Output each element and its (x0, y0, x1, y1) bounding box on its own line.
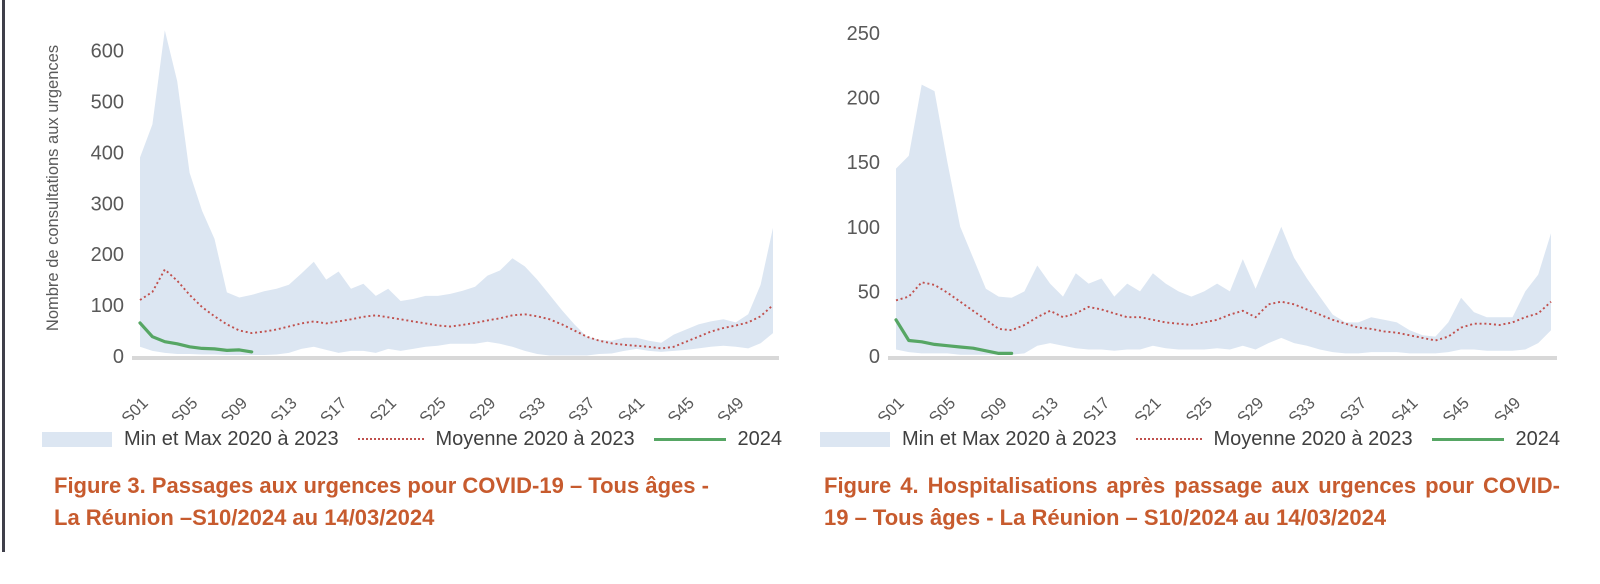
figure3-chart: 0 100 200 300 400 500 600 S01 S05 S09 S13 S17 S21 S25… (44, 30, 779, 420)
legend-item-minmax: Min et Max 2020 à 2023 (42, 428, 339, 451)
x-tick-label: S49 (1491, 394, 1524, 420)
x-tick-label: S01 (874, 394, 907, 420)
x-tick-label: S41 (1388, 394, 1421, 420)
y-tick-label: 0 (113, 346, 124, 368)
figure4-chart: 0 50 100 150 200 250 S01 S05 S09 S13 S17 S21 S25 S29 S… (847, 23, 1557, 420)
minmax-band-area (896, 84, 1551, 355)
x-tick-label: S25 (416, 394, 449, 420)
x-tick-label: S21 (1131, 394, 1164, 420)
legend-item-moyenne: Moyenne 2020 à 2023 (1135, 427, 1413, 451)
x-tick-label: S45 (1439, 394, 1472, 420)
page-left-border (2, 0, 5, 552)
moyenne-dotted-line-sample (357, 438, 424, 440)
figure4-legend: Min et Max 2020 à 2023 Moyenne 2020 à 20… (820, 424, 1560, 454)
line-2024-sample (653, 437, 726, 441)
figures-row: 0 100 200 300 400 500 600 S01 S05 S09 S13 S17 S21 S25… (38, 0, 1568, 534)
x-tick-label: S33 (516, 394, 549, 420)
y-tick-label: 200 (91, 244, 124, 266)
x-tick-label: S37 (1337, 394, 1370, 420)
moyenne-dotted-line (895, 281, 1552, 342)
line-2024 (894, 318, 1014, 355)
legend-label-moyenne: Moyenne 2020 à 2023 (435, 427, 635, 450)
legend-label-moyenne: Moyenne 2020 à 2023 (1213, 427, 1413, 450)
y-tick-label: 600 (91, 41, 124, 63)
x-tick-label: S37 (565, 394, 598, 420)
legend-label-2024: 2024 (737, 427, 783, 450)
minmax-band-swatch (42, 431, 112, 447)
x-tick-label: S09 (977, 394, 1010, 420)
y-tick-label: 150 (847, 152, 880, 174)
y-tick-label: 50 (858, 281, 880, 303)
line-2024 (138, 321, 254, 354)
legend-item-moyenne: Moyenne 2020 à 2023 (357, 427, 635, 451)
x-tick-label: S41 (615, 394, 648, 420)
minmax-band-area (140, 30, 773, 356)
legend-item-2024: 2024 (653, 427, 783, 451)
line-2024-sample (1431, 437, 1504, 441)
y-tick-label: 200 (847, 88, 880, 110)
y-tick-label: 100 (91, 295, 124, 317)
legend-item-minmax: Min et Max 2020 à 2023 (820, 428, 1117, 451)
legend-label-minmax: Min et Max 2020 à 2023 (902, 427, 1117, 450)
x-tick-label: S49 (714, 394, 747, 420)
y-tick-label: 100 (847, 217, 880, 239)
figure3-block: 0 100 200 300 400 500 600 S01 S05 S09 S13 S17 S21 S25… (38, 0, 790, 534)
x-tick-label: S33 (1285, 394, 1318, 420)
y-axis-title: Nombre de consultations aux urgences (44, 45, 62, 331)
x-tick-label: S29 (1234, 394, 1267, 420)
y-tick-label: 300 (91, 193, 124, 215)
minmax-band-swatch (820, 431, 890, 447)
legend-label-minmax: Min et Max 2020 à 2023 (124, 427, 339, 450)
x-tick-label: S21 (367, 394, 400, 420)
y-tick-label: 500 (91, 91, 124, 113)
y-tick-label: 250 (847, 23, 880, 45)
x-tick-label: S17 (1080, 394, 1113, 420)
figure3-caption: Figure 3. Passages aux urgences pour COV… (54, 473, 709, 530)
legend-label-2024: 2024 (1515, 427, 1561, 450)
x-tick-label: S09 (218, 394, 251, 420)
y-tick-label: 0 (869, 346, 880, 368)
x-tick-label: S13 (1028, 394, 1061, 420)
x-tick-label: S25 (1183, 394, 1216, 420)
moyenne-dotted-line-sample (1135, 438, 1202, 440)
x-tick-label: S29 (466, 394, 499, 420)
x-tick-label: S05 (926, 394, 959, 420)
legend-item-2024: 2024 (1431, 427, 1561, 451)
x-tick-label: S45 (664, 394, 697, 420)
figure3-legend: Min et Max 2020 à 2023 Moyenne 2020 à 20… (42, 424, 782, 454)
x-tick-label: S01 (118, 394, 151, 420)
figure4-caption: Figure 4. Hospitalisations après passage… (824, 473, 1560, 530)
figure4-block: 0 50 100 150 200 250 S01 S05 S09 S13 S17 S21 S25 S29 S… (816, 0, 1568, 534)
x-tick-label: S17 (317, 394, 350, 420)
x-tick-label: S05 (168, 394, 201, 420)
y-tick-label: 400 (91, 142, 124, 164)
x-tick-label: S13 (267, 394, 300, 420)
